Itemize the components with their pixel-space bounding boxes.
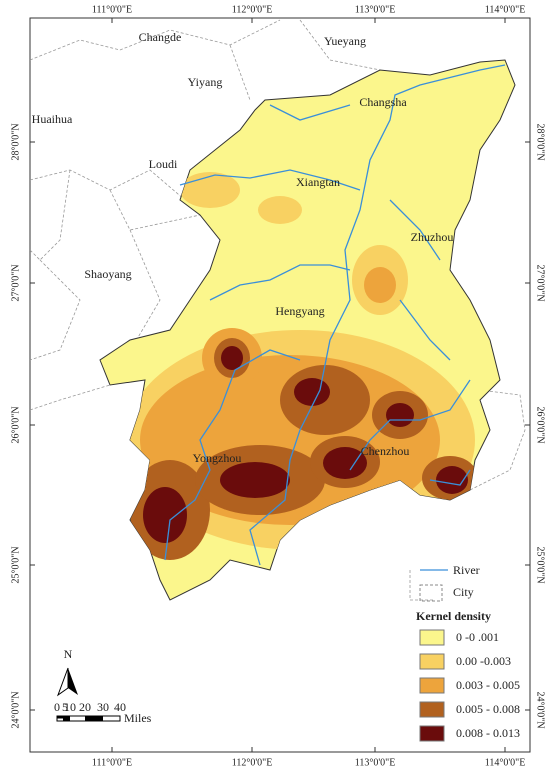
lat-label: 27°0'0"N — [535, 264, 546, 301]
lat-label: 28°0'0"N — [10, 123, 21, 160]
city-label: Changde — [139, 30, 182, 44]
lat-label: 27°0'0"N — [10, 264, 21, 301]
north-label: N — [64, 647, 73, 661]
legend: River City Kernel density 0 -0 .001 0.00 … — [416, 563, 520, 742]
scale-tick-label: 10 — [64, 700, 76, 714]
legend-class-label: 0.003 - 0.005 — [456, 678, 520, 692]
scale-tick-label: 40 — [114, 700, 126, 714]
north-arrow: N — [56, 647, 78, 697]
legend-swatch — [419, 725, 445, 742]
density-zone — [386, 403, 414, 427]
scale-bar-segment — [85, 716, 103, 721]
density-zone — [294, 378, 330, 406]
density-zone — [436, 466, 468, 494]
city-label: Huaihua — [32, 112, 73, 126]
city-label: Shaoyang — [84, 267, 131, 281]
lat-label: 24°0'0"N — [10, 691, 21, 728]
lon-label: 112°0'0"E — [232, 757, 273, 768]
lon-label: 111°0'0"E — [92, 757, 132, 768]
scale-unit: Miles — [124, 711, 152, 725]
legend-class-label: 0.008 - 0.013 — [456, 726, 520, 740]
legend-class-label: 0.00 -0.003 — [456, 654, 511, 668]
lon-label: 114°0'0"E — [485, 757, 526, 768]
legend-class-label: 0.005 - 0.008 — [456, 702, 520, 716]
lat-label: 25°0'0"N — [10, 546, 21, 583]
scale-tick-label: 0 — [54, 700, 60, 714]
city-label: Xiangtan — [296, 175, 340, 189]
city-label: Loudi — [149, 157, 178, 171]
density-zone — [221, 346, 243, 370]
lon-label: 114°0'0"E — [485, 4, 526, 15]
city-label: Changsha — [359, 95, 407, 109]
lat-label: 26°0'0"N — [535, 406, 546, 443]
rivers — [164, 64, 506, 566]
lat-label: 25°0'0"N — [535, 546, 546, 583]
scale-tick-label: 20 — [79, 700, 91, 714]
legend-river: River — [453, 563, 480, 577]
lon-label: 113°0'0"E — [355, 4, 396, 15]
legend-swatch — [419, 677, 445, 694]
legend-class-label: 0 -0 .001 — [456, 630, 499, 644]
scale-tick-label: 30 — [97, 700, 109, 714]
scale-bar-segment — [57, 716, 63, 719]
legend-swatch — [419, 629, 445, 646]
density-zone — [180, 172, 240, 208]
density-zone — [143, 487, 187, 543]
lat-label: 24°0'0"N — [535, 691, 546, 728]
density-zone — [258, 196, 302, 224]
density-zone — [323, 447, 367, 479]
scale-bar-segment — [63, 716, 70, 721]
lon-label: 113°0'0"E — [355, 757, 396, 768]
city-label: Yueyang — [324, 34, 366, 48]
density-zone — [364, 267, 396, 303]
lat-label: 28°0'0"N — [535, 123, 546, 160]
city-label: Yiyang — [188, 75, 223, 89]
lat-label: 26°0'0"N — [10, 406, 21, 443]
scale-tick-label: 5 — [62, 700, 68, 714]
legend-swatch — [419, 653, 445, 670]
city-label: Hengyang — [275, 304, 324, 318]
cities: Changde Yueyang Yiyang Changsha Huaihua Loudi… — [32, 30, 454, 465]
legend-city: City — [453, 585, 474, 599]
city-label: Zhuzhou — [411, 230, 454, 244]
graticule: 111°0'0"E 111°0'0"E 112°0'0"E 112°0'0"E 113°… — [10, 4, 545, 768]
legend-title: Kernel density — [416, 609, 491, 623]
density-zone — [220, 462, 290, 498]
lon-label: 111°0'0"E — [92, 4, 132, 15]
city-label: Yongzhou — [193, 451, 242, 465]
lon-label: 112°0'0"E — [232, 4, 273, 15]
city-label: Chenzhou — [361, 444, 410, 458]
city-boundaries — [29, 19, 526, 601]
legend-swatch — [419, 701, 445, 718]
